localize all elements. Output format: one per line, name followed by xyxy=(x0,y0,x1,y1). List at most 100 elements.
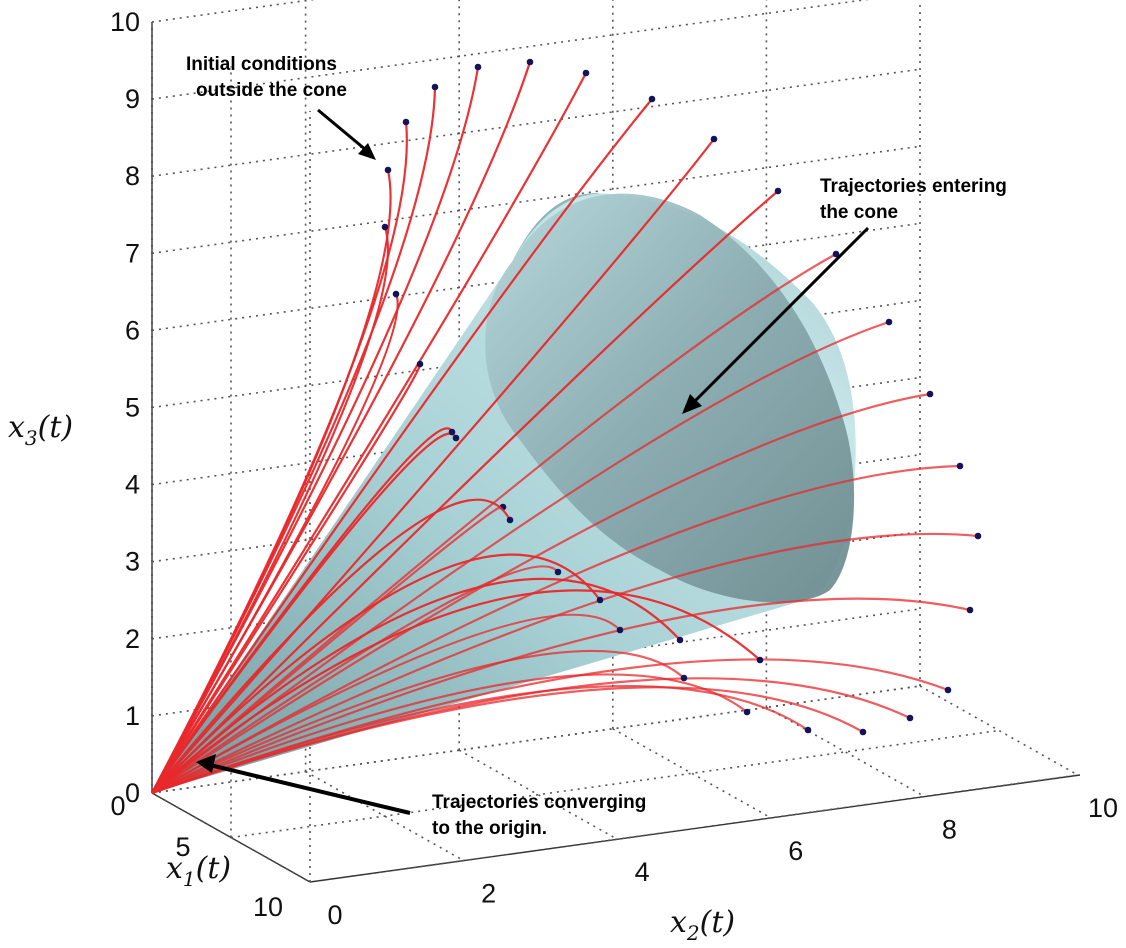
x3-tick-1: 1 xyxy=(125,701,140,731)
cone-opening xyxy=(485,193,855,603)
x2-tick-0: 0 xyxy=(327,900,342,930)
initial-condition-marker-25 xyxy=(554,568,562,576)
trajectory-25 xyxy=(151,565,559,794)
axis-labels: x3(t) x1(t) x2(t) xyxy=(8,410,735,945)
grid-line-x2-floor-5 xyxy=(919,685,1079,776)
annotation-entering-line-1: Trajectories entering xyxy=(820,176,1007,197)
trajectory-29 xyxy=(151,427,454,794)
trajectory-13 xyxy=(151,320,890,794)
annotation-converging-arrow xyxy=(209,763,411,815)
trajectory-5 xyxy=(151,86,437,794)
initial-condition-marker-1 xyxy=(384,166,392,174)
initial-condition-marker-32 xyxy=(676,636,684,644)
annotation-converging-arrowhead xyxy=(196,754,216,773)
annotation-entering-arrow xyxy=(686,226,870,410)
x3-tick-4: 4 xyxy=(125,470,140,500)
trajectory-11 xyxy=(151,190,779,794)
x3-axis-label: x3(t) xyxy=(8,410,73,450)
initial-condition-marker-4 xyxy=(402,118,410,126)
trajectory-10 xyxy=(151,138,715,794)
x2-axis-line xyxy=(309,774,1081,883)
annotation-converging-line-2: to the origin. xyxy=(432,818,547,839)
trajectory-15 xyxy=(151,464,961,794)
x3-tick-10: 10 xyxy=(110,7,140,37)
initial-condition-marker-11 xyxy=(774,187,782,195)
annotation-initial-line-2: outside the cone xyxy=(196,80,347,101)
trajectory-21 xyxy=(151,685,809,795)
x2-axis-label: x2(t) xyxy=(670,905,735,943)
trajectory-32 xyxy=(151,577,681,794)
x1-tick-5: 5 xyxy=(175,832,190,862)
annotation-initial: Initial conditions outside the cone xyxy=(186,54,376,160)
trajectory-14 xyxy=(151,392,931,794)
trajectory-6 xyxy=(151,66,480,794)
trajectory-8 xyxy=(151,72,587,794)
initial-condition-marker-9 xyxy=(648,95,656,103)
x3-tick-8: 8 xyxy=(125,161,140,191)
initial-condition-marker-17 xyxy=(966,606,974,614)
trajectory-33 xyxy=(151,589,761,794)
trajectory-24 xyxy=(151,613,621,794)
x1-tick-0: 0 xyxy=(110,791,125,821)
initial-condition-marker-27 xyxy=(452,434,460,442)
initial-condition-marker-10 xyxy=(710,135,718,143)
initial-condition-marker-24 xyxy=(616,626,624,634)
trajectory-9 xyxy=(151,98,653,794)
trajectory-28 xyxy=(151,362,422,794)
initial-condition-marker-18 xyxy=(944,686,952,694)
initial-condition-marker-21 xyxy=(804,726,812,734)
trajectory-12 xyxy=(151,253,837,794)
initial-condition-marker-20 xyxy=(859,728,867,736)
trajectory-7 xyxy=(151,61,532,794)
initial-condition-marker-33 xyxy=(756,656,764,664)
trajectory-31 xyxy=(151,553,601,794)
trajectory-20 xyxy=(151,686,864,795)
annotation-entering-arrowhead xyxy=(682,394,702,414)
x3-tick-7: 7 xyxy=(125,238,140,268)
axis-ticks: 0 1 2 3 4 5 6 7 8 9 10 0 5 10 0 2 4 6 8 10 xyxy=(110,7,1118,930)
x3-tick-6: 6 xyxy=(125,315,140,345)
x2-tick-8: 8 xyxy=(942,814,957,844)
initial-condition-marker-5 xyxy=(431,83,439,91)
x3-tick-2: 2 xyxy=(125,624,140,654)
grid-line-x3-10 xyxy=(151,0,316,23)
annotation-entering-line-2: the cone xyxy=(820,202,898,223)
initial-condition-marker-13 xyxy=(885,318,893,326)
annotation-initial-line-1: Initial conditions xyxy=(186,54,337,75)
initial-condition-marker-28 xyxy=(416,360,424,368)
trajectory-22 xyxy=(151,673,748,795)
initial-condition-marker-19 xyxy=(906,714,914,722)
initial-condition-marker-23 xyxy=(680,674,688,682)
trajectory-23 xyxy=(151,649,685,794)
initial-condition-marker-15 xyxy=(956,462,964,470)
x1-axis-label: x1(t) xyxy=(166,851,231,891)
initial-condition-marker-2 xyxy=(381,223,389,231)
x2-tick-2: 2 xyxy=(481,879,496,909)
x3-tick-5: 5 xyxy=(125,393,140,423)
x2-tick-10: 10 xyxy=(1088,793,1118,823)
x3-tick-3: 3 xyxy=(125,547,140,577)
initial-condition-marker-29 xyxy=(448,428,456,436)
trajectory-30 xyxy=(151,498,511,794)
trajectory-group xyxy=(151,58,982,795)
x3-tick-0: 0 xyxy=(125,778,140,808)
initial-condition-marker-14 xyxy=(926,390,934,398)
initial-condition-marker-3 xyxy=(392,290,400,298)
initial-condition-marker-30 xyxy=(506,516,514,524)
initial-condition-marker-6 xyxy=(474,63,482,71)
initial-condition-marker-12 xyxy=(832,250,840,258)
x1-tick-10: 10 xyxy=(253,892,283,922)
annotation-initial-arrow xyxy=(317,108,373,157)
initial-condition-marker-22 xyxy=(743,708,751,716)
annotation-converging: Trajectories converging to the origin. xyxy=(196,754,646,839)
initial-condition-marker-31 xyxy=(596,596,604,604)
trajectory-16 xyxy=(151,532,979,794)
initial-condition-marker-16 xyxy=(974,532,982,540)
x2-tick-4: 4 xyxy=(635,857,650,887)
grid-line-x2-floor-4 xyxy=(766,706,925,798)
trajectory-17 xyxy=(151,597,971,795)
x3-tick-9: 9 xyxy=(125,84,140,114)
initial-condition-marker-7 xyxy=(526,58,534,66)
